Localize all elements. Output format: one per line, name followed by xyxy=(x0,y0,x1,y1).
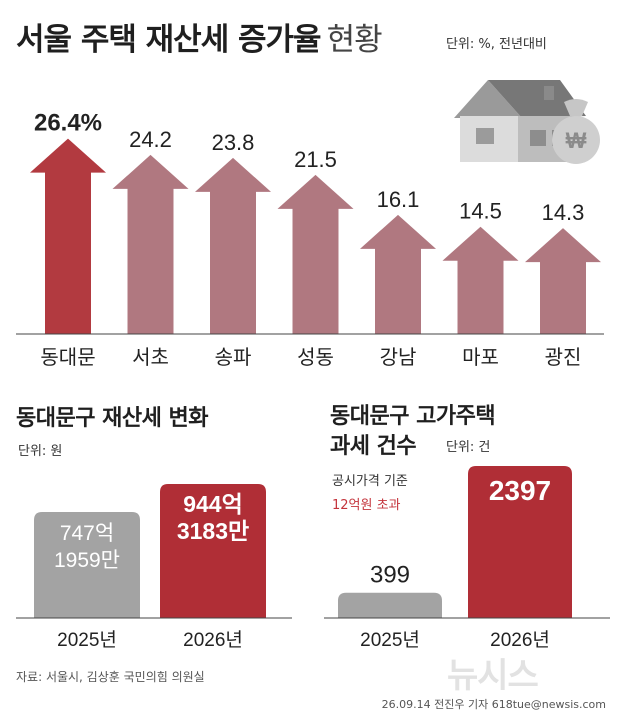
arrow-bar-4 xyxy=(277,174,354,334)
arrow-bar-6 xyxy=(442,226,519,334)
chart3-note-threshold: 12억원 초과 xyxy=(332,498,401,513)
chart3-note-basis: 공시가격 기준 xyxy=(332,474,408,489)
tax-bar-2025년 xyxy=(34,511,140,618)
category-label-6: 마포 xyxy=(462,346,499,369)
chart3-unit: 단위: 건 xyxy=(446,440,491,455)
category-label-3: 송파 xyxy=(215,346,252,369)
category-label-5: 강남 xyxy=(380,346,417,369)
arrow-bar-7 xyxy=(525,228,601,334)
chart3-title-line2: 과세 건수 xyxy=(330,434,417,459)
chart1-unit: 단위: %, 전년대비 xyxy=(446,37,547,52)
arrow-bar-5 xyxy=(360,214,436,334)
category-label-7: 광진 xyxy=(545,346,582,369)
watermark-logo: 뉴시스 xyxy=(447,656,539,696)
value-label-3: 23.8 xyxy=(212,130,255,155)
tax-year-label-2: 2026년 xyxy=(183,629,243,651)
value-label-6: 14.5 xyxy=(459,199,502,224)
arrow-bar-2 xyxy=(112,154,189,334)
count-bar-2026년 xyxy=(468,466,572,618)
count-value-label-2: 2397 xyxy=(489,475,551,506)
tax-year-label-1: 2025년 xyxy=(57,629,117,651)
house-money-icon: ₩ xyxy=(454,80,600,164)
chart-luxury-count: 399 2025년 2397 2026년 xyxy=(324,466,610,651)
count-year-label-2: 2026년 xyxy=(490,629,550,651)
main-title-sub: 현황 xyxy=(326,22,383,58)
value-label-7: 14.3 xyxy=(542,200,585,225)
value-label-5: 16.1 xyxy=(377,187,420,212)
arrow-bar-1 xyxy=(30,138,106,334)
chart2-title: 동대문구 재산세 변화 xyxy=(16,406,208,431)
tax-value-label-2-1: 944억 xyxy=(183,491,243,517)
category-label-1: 동대문 xyxy=(40,346,95,369)
chart-increase-rate: 26.4% 동대문 24.2 서초 23.8 송파 21.5 성동 16.1 강남 14.5 마포 14… xyxy=(16,110,604,369)
chart2-unit: 단위: 원 xyxy=(18,444,63,459)
tax-bar-2026년 xyxy=(160,484,266,618)
tax-value-label-1-1: 747억 xyxy=(60,522,114,545)
category-label-2: 서초 xyxy=(132,346,169,369)
count-bar-2025년 xyxy=(338,592,442,618)
tax-value-label-1-2: 1959만 xyxy=(54,549,120,572)
value-label-2: 24.2 xyxy=(129,127,172,152)
source-text: 자료: 서울시, 김상훈 국민의힘 의원실 xyxy=(16,670,205,684)
value-label-1: 26.4% xyxy=(34,110,102,137)
tax-value-label-2-2: 3183만 xyxy=(177,518,249,544)
chart3-title-line1: 동대문구 고가주택 xyxy=(330,404,496,429)
credit-text: 26.09.14 전진우 기자 618tue@newsis.com xyxy=(381,698,606,711)
value-label-4: 21.5 xyxy=(294,147,337,172)
category-label-4: 성동 xyxy=(297,346,334,369)
arrow-bar-3 xyxy=(195,157,271,334)
count-value-label-1: 399 xyxy=(370,562,410,589)
svg-text:₩: ₩ xyxy=(566,128,587,153)
count-year-label-1: 2025년 xyxy=(360,629,420,651)
main-title: 서울 주택 재산세 증가율 현황 xyxy=(16,22,383,58)
